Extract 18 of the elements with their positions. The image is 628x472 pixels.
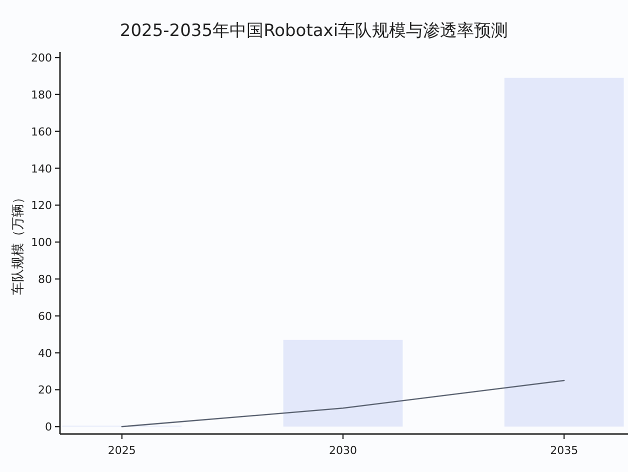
x-tick-label: 2035 [550,444,578,457]
bar [504,78,624,427]
y-axis-title: 车队规模（万辆） [11,191,26,295]
y-tick-label: 20 [38,384,52,397]
x-tick-label: 2025 [108,444,136,457]
y-tick-label: 160 [31,125,52,138]
y-tick-label: 120 [31,199,52,212]
x-tick-label: 2030 [329,444,357,457]
y-tick-label: 140 [31,162,52,176]
y-tick-label: 80 [38,272,52,286]
y-tick-label: 60 [38,310,52,323]
y-tick-label: 0 [45,420,52,434]
y-tick-label: 40 [38,346,52,360]
y-tick-label: 100 [31,236,52,250]
chart-title: 2025-2035年中国Robotaxi车队规模与渗透率预测 [120,21,508,41]
y-tick-label: 180 [31,88,52,102]
bar [283,340,403,427]
y-tick-label: 200 [31,52,52,65]
